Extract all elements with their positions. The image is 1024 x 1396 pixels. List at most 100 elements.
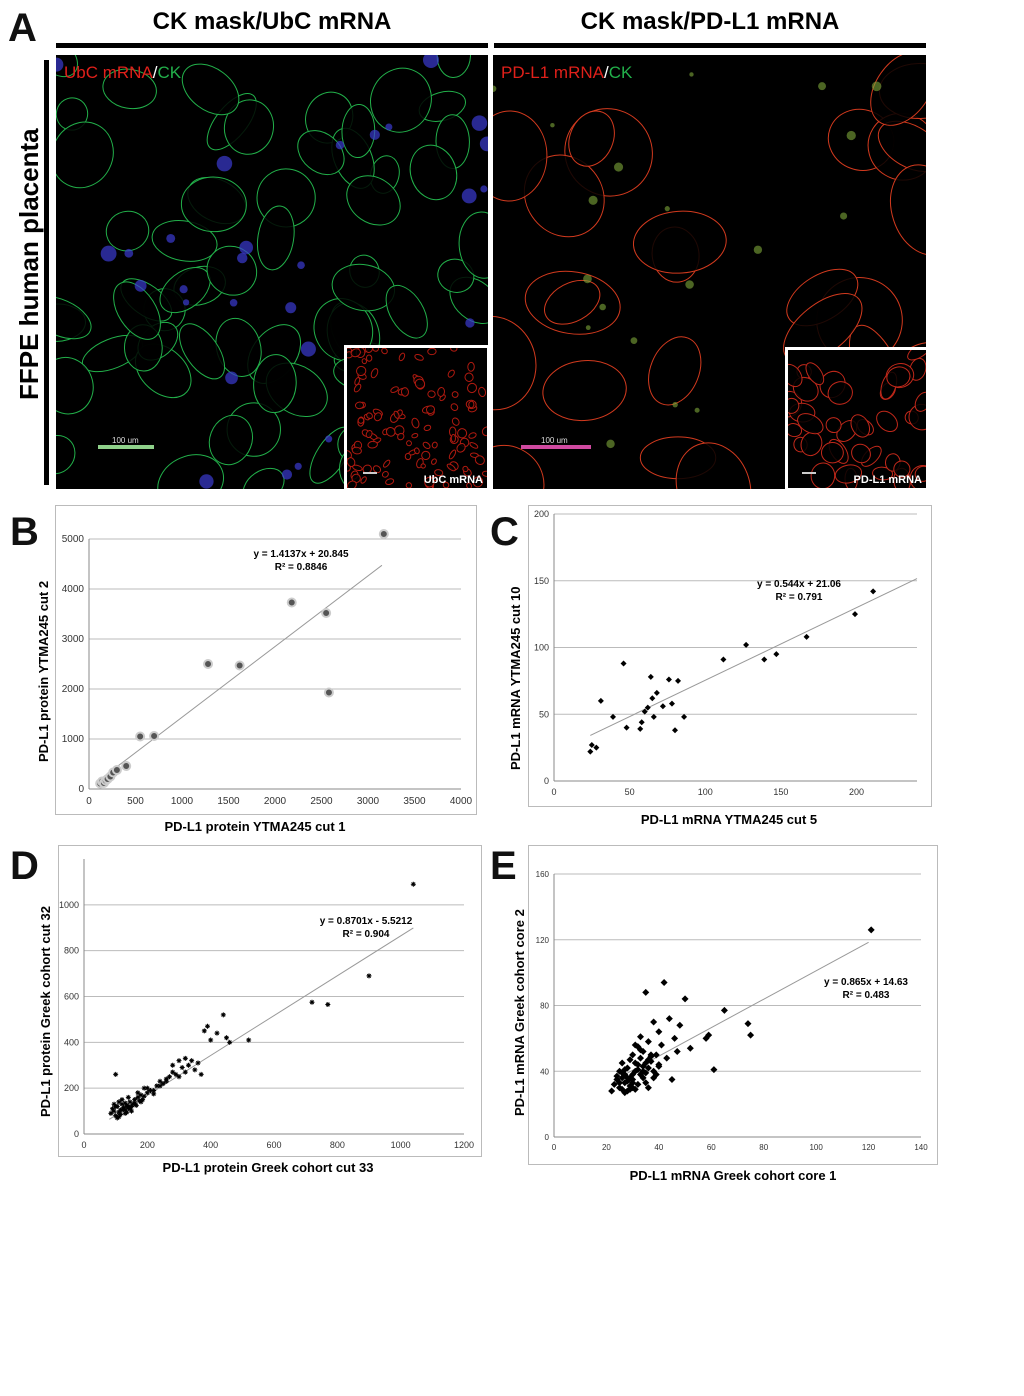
data-point [113, 1113, 119, 1119]
y-tick-label: 0 [74, 1129, 79, 1139]
data-point [621, 1079, 629, 1087]
inset-dot [448, 449, 457, 460]
inset-dot [360, 476, 367, 484]
data-point [867, 926, 875, 934]
chart-b-xlabel: PD-L1 protein YTMA245 cut 1 [164, 819, 346, 834]
data-point [135, 1094, 141, 1100]
x-tick-label: 0 [86, 796, 92, 807]
micrograph-ubc-legend: UbC mRNA/CK [64, 63, 181, 83]
inset-dot [427, 390, 436, 398]
y-tick-label: 400 [64, 1037, 79, 1047]
data-point [665, 1015, 673, 1023]
x-tick-label: 100 [809, 1143, 823, 1152]
data-point [773, 651, 780, 658]
nucleus [166, 233, 176, 243]
data-point [744, 1020, 752, 1028]
inset-dot [411, 417, 420, 429]
inset-dot [411, 433, 419, 439]
chart-d-ylabel: PD-L1 protein Greek cohort cut 32 [38, 906, 53, 1117]
inset-scale-bar [802, 472, 816, 474]
data-point [686, 1044, 694, 1052]
inset-dot [442, 481, 450, 488]
y-tick-label: 2000 [62, 684, 85, 695]
villus-outline [493, 315, 537, 411]
nucleus [385, 123, 393, 131]
x-tick-label: 3500 [403, 796, 426, 807]
data-point [167, 1074, 172, 1080]
data-point [668, 700, 675, 707]
ck-speck [689, 72, 694, 77]
data-point [111, 1108, 117, 1114]
data-point [621, 1066, 629, 1074]
inset-dot [366, 412, 373, 419]
x-tick-label: 80 [759, 1143, 768, 1152]
chart-e-ylabel: PD-L1 mRNA Greek cohort core 2 [512, 909, 527, 1116]
data-point [132, 1097, 138, 1103]
villus-cell [56, 121, 114, 189]
inset-dot [467, 361, 475, 372]
data-point [378, 529, 389, 539]
x-tick-label: 800 [330, 1140, 345, 1150]
x-tick-label: 400 [203, 1140, 218, 1150]
data-point [148, 1087, 153, 1093]
panel-letter-b: B [10, 510, 39, 554]
inset-dot [404, 452, 412, 461]
inset-dot [420, 463, 426, 469]
x-tick-label: 1000 [171, 796, 194, 807]
data-point [246, 1037, 252, 1043]
data-point [149, 731, 160, 741]
inset-ubc-label: UbC mRNA [423, 474, 483, 486]
data-point [127, 1099, 133, 1105]
x-tick-label: 600 [266, 1140, 281, 1150]
panel-letter-e: E [490, 844, 517, 888]
inset-dot [424, 476, 435, 488]
data-point [198, 1071, 204, 1077]
data-point [631, 1059, 639, 1067]
inset-dot [347, 480, 357, 488]
villus-outline [542, 360, 627, 422]
ck-speck [585, 325, 591, 331]
right-column-title: CK mask/PD-L1 mRNA [580, 8, 840, 35]
data-point [138, 1099, 144, 1105]
nucleus [124, 248, 134, 258]
y-tick-label: 0 [545, 1133, 550, 1142]
data-point [655, 1062, 663, 1070]
villus-outline [544, 279, 601, 325]
inset-dot [357, 417, 365, 424]
inset-dot [434, 469, 444, 477]
data-point [144, 1090, 150, 1096]
data-point [642, 988, 650, 996]
villus-cell [458, 211, 488, 279]
data-point [116, 1099, 122, 1105]
data-point [663, 1054, 671, 1062]
inset-dot [446, 463, 456, 472]
y-tick-label: 1000 [62, 734, 85, 745]
inset-dot [468, 400, 475, 409]
ck-speck [818, 82, 827, 91]
inset-dot [427, 348, 437, 356]
panel-letter-d: D [10, 844, 39, 888]
y-tick-label: 0 [78, 784, 84, 795]
data-point [647, 673, 654, 680]
nucleus [239, 240, 254, 255]
data-point [111, 765, 122, 775]
inset-dot [422, 441, 431, 450]
x-tick-label: 20 [602, 1143, 611, 1152]
y-tick-label: 120 [536, 936, 550, 945]
inset-dot [372, 348, 379, 352]
villus-cell [157, 454, 224, 489]
villus-cell [297, 130, 345, 176]
ck-speck [840, 212, 848, 220]
data-point [203, 659, 214, 669]
villus-cell [385, 284, 428, 339]
inset-ring [914, 465, 926, 482]
data-point [671, 1034, 679, 1042]
chart-d-xlabel: PD-L1 protein Greek cohort cut 33 [162, 1160, 374, 1175]
inset-dot [381, 471, 389, 478]
inset-ring [886, 366, 911, 388]
data-point [121, 1105, 127, 1111]
data-point [655, 1028, 663, 1036]
data-point [323, 687, 334, 698]
inset-ring [834, 464, 863, 484]
data-point [675, 677, 682, 684]
